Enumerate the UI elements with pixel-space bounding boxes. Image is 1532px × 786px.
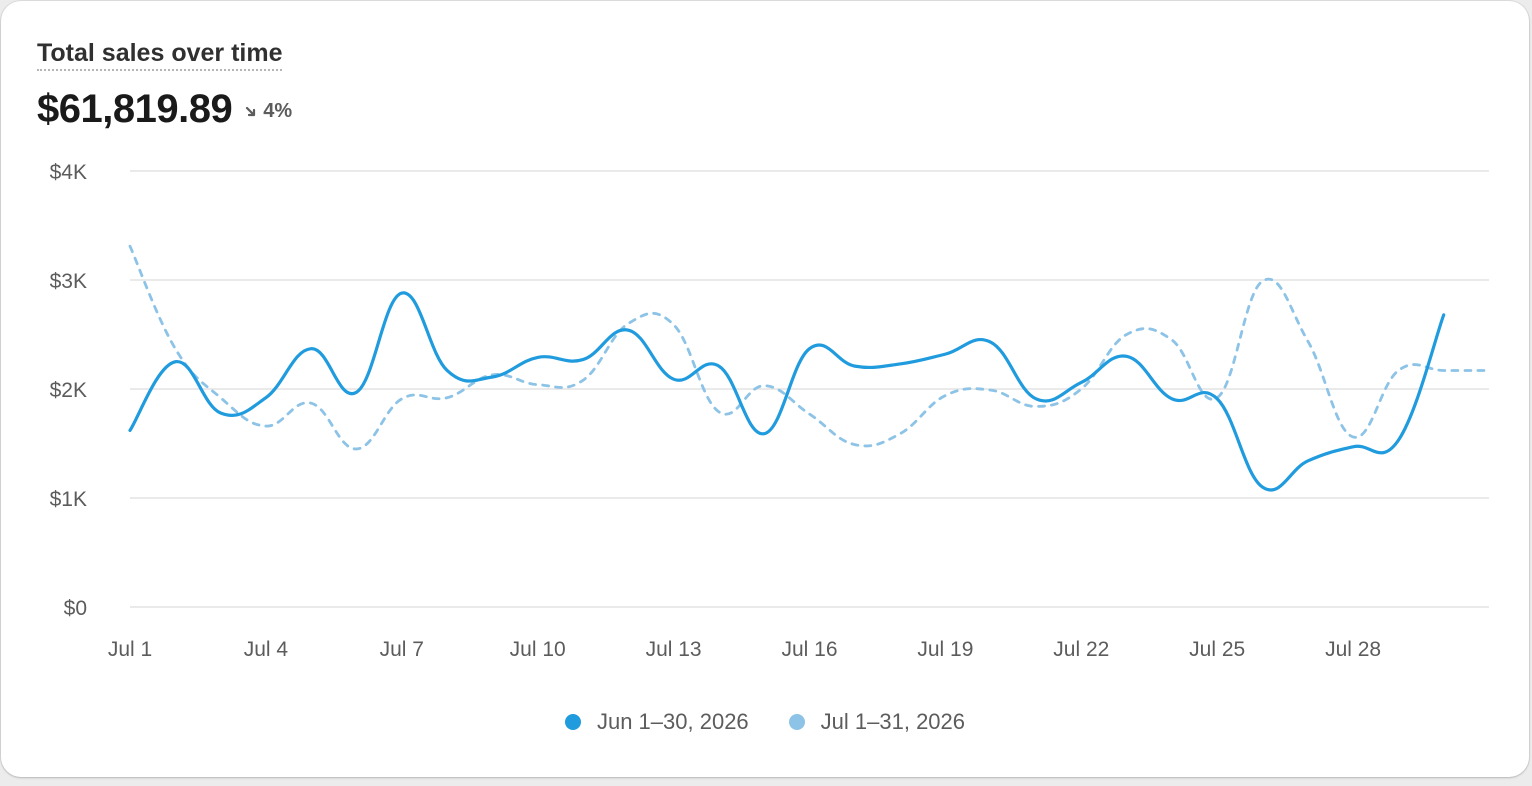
total-row: $61,819.89 4% bbox=[37, 87, 292, 132]
legend-item-current[interactable]: Jun 1–30, 2026 bbox=[564, 709, 749, 735]
legend-label-current: Jun 1–30, 2026 bbox=[596, 709, 749, 734]
legend-dot-current bbox=[564, 714, 581, 730]
legend: Jun 1–30, 2026 Jul 1–31, 2026 bbox=[1, 709, 1529, 735]
y-tick-label: $3K bbox=[50, 270, 87, 293]
delta-value: 4% bbox=[263, 100, 293, 122]
y-tick-label: $0 bbox=[64, 597, 87, 620]
x-tick-label: Jul 7 bbox=[380, 638, 424, 661]
x-tick-label: Jul 28 bbox=[1325, 638, 1381, 661]
x-tick-label: Jul 25 bbox=[1189, 638, 1245, 661]
x-tick-label: Jul 22 bbox=[1053, 638, 1109, 661]
x-tick-label: Jul 19 bbox=[917, 638, 973, 661]
legend-item-previous[interactable]: Jul 1–31, 2026 bbox=[788, 709, 966, 735]
y-tick-label: $4K bbox=[50, 161, 87, 184]
legend-dot-previous bbox=[788, 714, 805, 730]
line-chart[interactable]: $0 $1K $2K $3K $4K Jul 1 Jul 4 Jul 7 Jul 10 Jul 1… bbox=[1, 1, 1529, 701]
x-tick-label: Jul 1 bbox=[108, 638, 152, 661]
delta-badge: 4% bbox=[244, 100, 292, 123]
series-line-previous bbox=[128, 244, 1491, 451]
y-tick-label: $2K bbox=[50, 379, 87, 402]
total-sales-value: $61,819.89 bbox=[37, 87, 233, 131]
legend-label-previous: Jul 1–31, 2026 bbox=[820, 709, 966, 734]
chart-title[interactable]: Total sales over time bbox=[37, 39, 283, 71]
arrow-down-right-icon bbox=[246, 106, 256, 116]
x-tick-label: Jul 13 bbox=[646, 638, 702, 661]
x-tick-label: Jul 4 bbox=[244, 638, 289, 661]
x-tick-label: Jul 10 bbox=[510, 638, 566, 661]
x-tick-label: Jul 16 bbox=[781, 638, 837, 661]
y-tick-label: $1K bbox=[50, 488, 87, 511]
series-line-current bbox=[128, 291, 1446, 492]
